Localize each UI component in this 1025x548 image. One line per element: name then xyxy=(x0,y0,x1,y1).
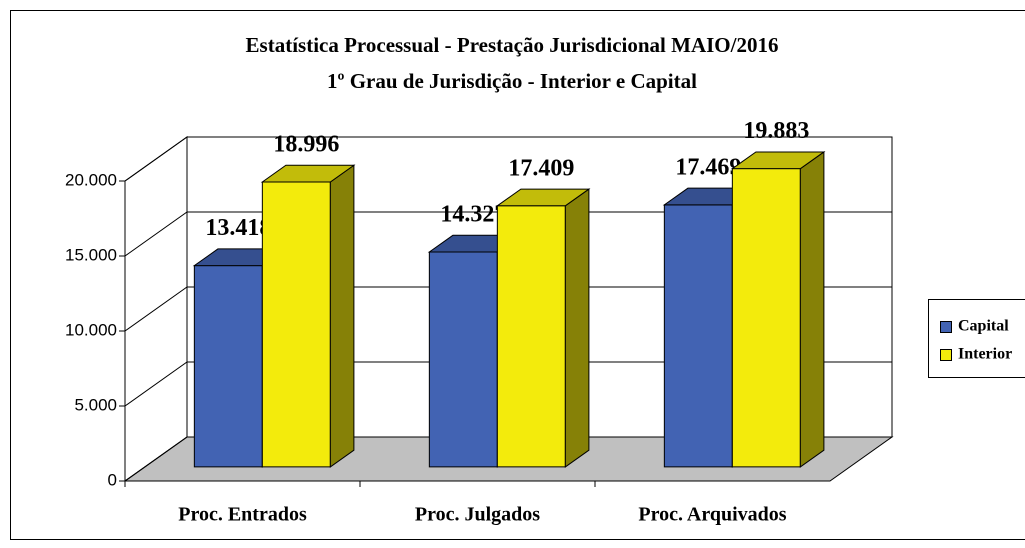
bar-top xyxy=(495,188,591,207)
grid-line xyxy=(124,211,892,257)
bar-side xyxy=(799,150,825,468)
bar xyxy=(730,150,826,468)
bar-top xyxy=(260,164,356,183)
grid-line xyxy=(124,286,892,332)
grid-line xyxy=(124,436,892,482)
data-label: 18.996 xyxy=(273,131,339,157)
x-tick-label: Proc. Julgados xyxy=(415,504,540,526)
data-label: 17.469 xyxy=(675,154,741,180)
legend-swatch xyxy=(940,321,952,333)
x-tick-label: Proc. Entrados xyxy=(178,504,307,526)
bar-side xyxy=(329,164,355,468)
x-tick-label: Proc. Arquivados xyxy=(638,504,786,526)
bar-front xyxy=(261,181,331,468)
legend-box xyxy=(928,299,1025,378)
bar-front xyxy=(663,204,733,468)
data-label: 13.418 xyxy=(205,215,271,241)
y-tick-label: 0 xyxy=(108,470,117,489)
bar-front xyxy=(193,265,263,468)
y-tick-label: 15.000 xyxy=(65,245,117,264)
grid-line xyxy=(124,361,892,407)
y-tick-label: 10.000 xyxy=(65,320,117,339)
chart-title: Estatística Processual - Prestação Juris… xyxy=(246,33,779,57)
bar-top xyxy=(730,151,826,170)
bar xyxy=(260,164,356,468)
y-tick-label: 5.000 xyxy=(74,395,117,414)
legend-label: Capital xyxy=(958,318,1009,335)
grid-line xyxy=(124,136,892,182)
bar xyxy=(495,188,591,468)
data-label: 14.327 xyxy=(440,202,506,228)
legend-label: Interior xyxy=(958,346,1012,363)
bar-front xyxy=(428,251,498,468)
bar-front xyxy=(731,168,801,468)
legend-swatch xyxy=(940,349,952,361)
chart-subtitle: 1º Grau de Jurisdição - Interior e Capit… xyxy=(327,69,697,93)
y-tick-label: 20.000 xyxy=(65,170,117,189)
data-label: 17.409 xyxy=(508,155,574,181)
bar-side xyxy=(564,188,590,468)
bar-front xyxy=(496,205,566,468)
data-label: 19.883 xyxy=(743,118,809,144)
